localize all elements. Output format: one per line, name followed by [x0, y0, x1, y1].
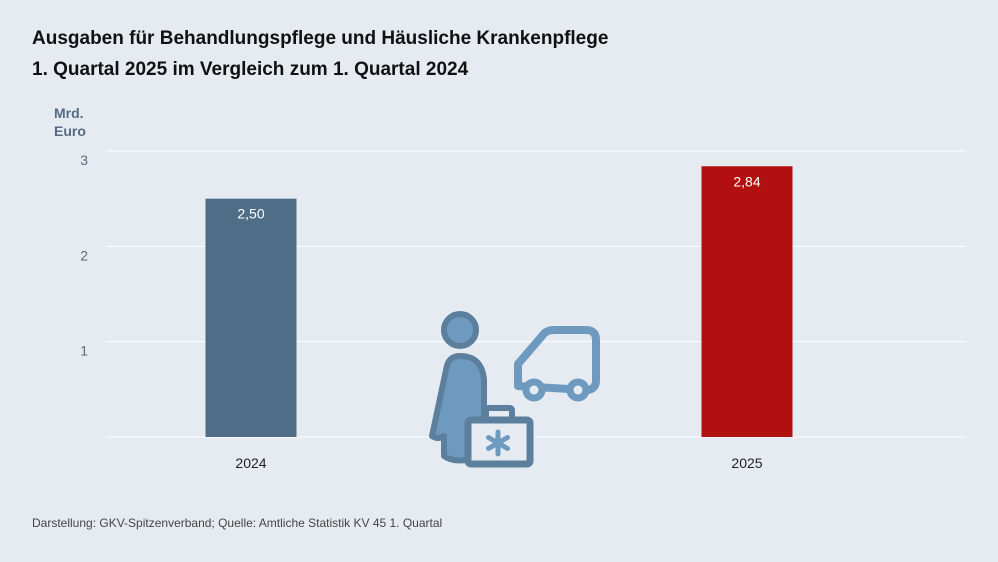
person-head	[441, 311, 479, 349]
bar-value-label: 2,84	[733, 173, 760, 189]
asterisk-icon	[486, 429, 510, 457]
x-tick-label: 2025	[731, 455, 762, 471]
car-icon	[514, 326, 600, 394]
y-axis-ticks: 1 2 3	[80, 152, 88, 359]
x-axis-ticks: 2024 2025	[235, 455, 762, 471]
bar-value-label: 2,50	[237, 206, 264, 222]
bars: 2,50 2,84	[205, 166, 793, 437]
nurse-with-medical-bag-and-car-icon	[429, 311, 600, 468]
chart-subtitle: 1. Quartal 2025 im Vergleich zum 1. Quar…	[32, 59, 469, 80]
y-tick-label: 2	[80, 247, 88, 263]
bar-2025	[701, 166, 793, 437]
car-wheel-front	[522, 378, 546, 402]
x-tick-label: 2024	[235, 455, 266, 471]
y-axis-unit-label: Mrd. Euro	[54, 104, 86, 140]
bar-2024	[205, 198, 297, 437]
source-note: Darstellung: GKV-Spitzenverband; Quelle:…	[32, 516, 443, 530]
y-tick-label: 1	[80, 343, 88, 359]
chart-title: Ausgaben für Behandlungspflege und Häusl…	[32, 28, 609, 49]
y-tick-label: 3	[80, 152, 88, 168]
y-axis-unit-line2: Euro	[54, 123, 86, 139]
y-axis-unit-line1: Mrd.	[54, 105, 84, 121]
car-wheel-rear	[566, 378, 590, 402]
